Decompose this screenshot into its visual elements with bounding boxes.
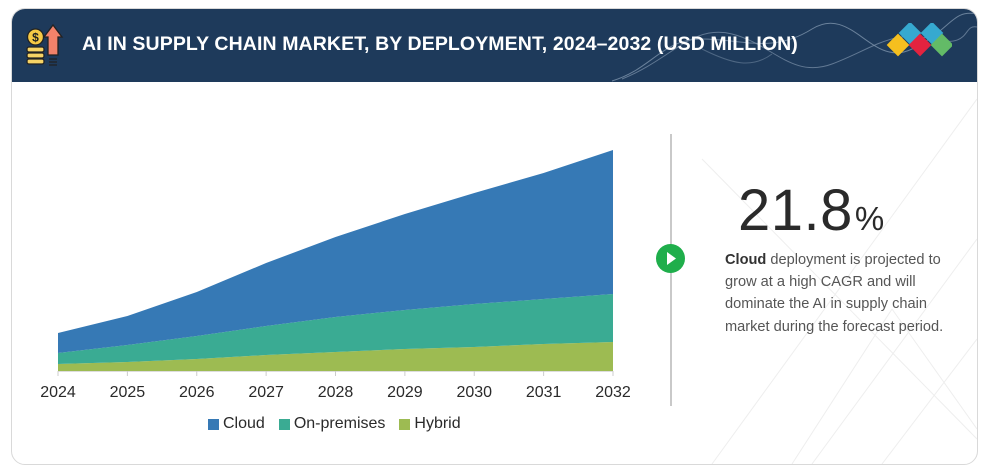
x-tick-label: 2024 (40, 384, 76, 401)
play-icon (656, 244, 685, 273)
header-bar: $ AI IN SUPPLY CHAIN MARKET, BY DEPLOYME… (12, 9, 977, 82)
highlight-description: Cloud deployment is projected to grow at… (725, 249, 965, 338)
legend-swatch-on-premises (278, 418, 290, 430)
highlight-text: deployment is projected to grow at a hig… (725, 252, 944, 335)
legend-label-cloud: Cloud (223, 415, 265, 432)
x-tick-label: 2027 (248, 384, 284, 401)
x-tick-label: 2031 (526, 384, 562, 401)
x-tick-label: 2029 (387, 384, 423, 401)
area-hybrid (58, 342, 613, 371)
x-tick-label: 2028 (318, 384, 354, 401)
infographic-card: $ AI IN SUPPLY CHAIN MARKET, BY DEPLOYME… (11, 8, 978, 465)
area-cloud (58, 150, 613, 353)
highlight-lead: Cloud (725, 252, 767, 268)
cagr-stat: 21.8% (738, 177, 884, 244)
legend-label-hybrid: Hybrid (414, 415, 461, 432)
x-tick-label: 2025 (110, 384, 146, 401)
cagr-unit: % (854, 200, 885, 237)
decorative-background-lines (701, 98, 977, 464)
x-tick-label: 2030 (456, 384, 492, 401)
legend-swatch-cloud (208, 418, 219, 430)
legend-label-on-premises: On-premises (293, 415, 386, 432)
brand-diamonds-logo (886, 23, 952, 57)
legend-item-on-premises: On-premises (278, 415, 386, 433)
legend-swatch-hybrid (399, 418, 411, 430)
stacked-area-chart: 2024 2025 2026 2027 2028 2029 2030 2031 2032 (40, 150, 631, 401)
money-growth-icon: $ (26, 23, 64, 66)
chart-legend: Cloud On-premises Hybrid (208, 415, 461, 433)
svg-text:$: $ (32, 31, 39, 45)
x-tick-label: 2032 (595, 384, 631, 401)
legend-item-cloud: Cloud (208, 415, 265, 433)
legend-item-hybrid: Hybrid (399, 415, 461, 433)
area-on-premises (58, 294, 613, 364)
cagr-value: 21.8 (738, 178, 853, 243)
x-tick-label: 2026 (179, 384, 215, 401)
chart-title: AI IN SUPPLY CHAIN MARKET, BY DEPLOYMENT… (82, 33, 798, 55)
